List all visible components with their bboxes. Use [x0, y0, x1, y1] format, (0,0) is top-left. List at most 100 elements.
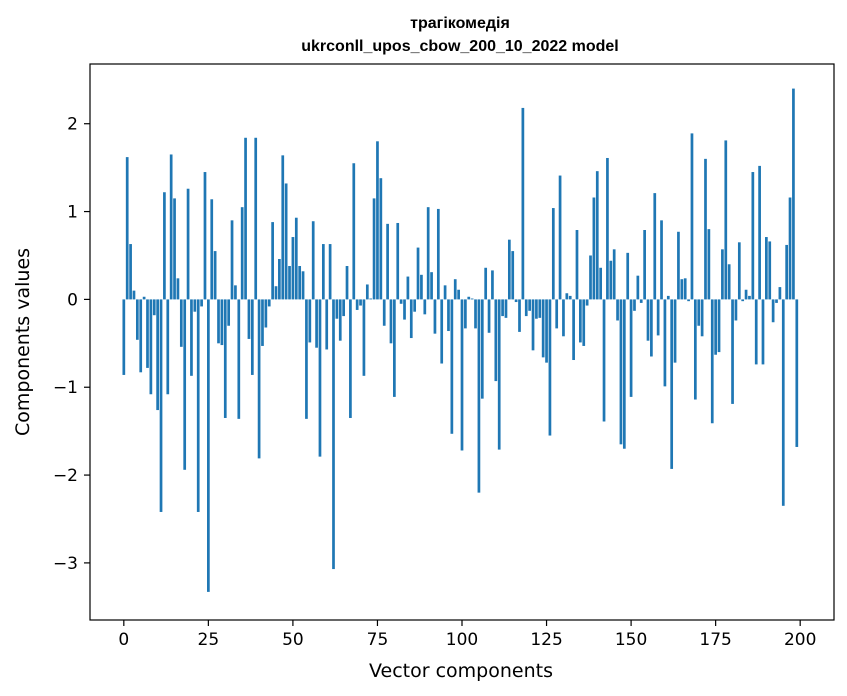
- bar: [666, 295, 670, 300]
- bar: [629, 299, 633, 397]
- bar: [565, 293, 569, 300]
- bar: [183, 299, 187, 470]
- bar: [467, 296, 471, 300]
- bar: [785, 244, 789, 300]
- bar: [693, 299, 697, 400]
- bar: [196, 299, 200, 512]
- bar: [281, 155, 285, 300]
- bar: [660, 220, 663, 300]
- bar: [609, 260, 613, 300]
- bar: [305, 299, 308, 419]
- bar: [474, 299, 477, 329]
- bar: [186, 188, 190, 300]
- bar: [599, 267, 603, 300]
- bar: [308, 299, 312, 343]
- bar: [399, 299, 403, 304]
- bar: [754, 299, 758, 365]
- bar: [254, 137, 258, 300]
- bar: [602, 299, 606, 422]
- bar: [413, 299, 417, 312]
- bar: [423, 299, 427, 315]
- bar: [369, 298, 373, 300]
- bar: [190, 299, 193, 376]
- bar: [125, 157, 129, 300]
- bar: [470, 298, 474, 300]
- bar: [494, 299, 498, 382]
- bar: [524, 299, 528, 317]
- bar: [250, 299, 254, 375]
- bar: [579, 299, 582, 343]
- bar: [338, 299, 342, 341]
- y-tick-label: −3: [53, 554, 78, 574]
- bar: [514, 299, 518, 303]
- bar: [220, 299, 224, 346]
- bar: [247, 299, 251, 339]
- bar: [606, 157, 609, 300]
- bar: [653, 193, 657, 300]
- bar: [717, 299, 721, 353]
- bar: [159, 299, 163, 512]
- bar: [585, 299, 589, 306]
- bar: [721, 249, 724, 300]
- bar: [619, 299, 623, 445]
- y-tick-label: 1: [67, 203, 78, 223]
- bar: [727, 264, 731, 300]
- bar: [345, 266, 349, 300]
- bar: [700, 299, 704, 337]
- bar: [781, 299, 785, 506]
- bar: [321, 244, 325, 300]
- bar: [788, 197, 792, 300]
- bar: [663, 299, 667, 387]
- bar: [193, 299, 197, 312]
- bar: [792, 88, 795, 300]
- bar: [440, 299, 444, 364]
- bar: [349, 299, 352, 418]
- bar: [240, 207, 244, 300]
- x-tick-label: 100: [446, 630, 478, 650]
- bar: [284, 183, 288, 300]
- bar: [264, 299, 268, 328]
- bar: [163, 192, 166, 300]
- bar: [751, 172, 755, 300]
- bar: [484, 267, 488, 300]
- bar: [646, 299, 650, 341]
- bar: [420, 274, 423, 300]
- bar: [535, 299, 538, 319]
- bar: [595, 171, 599, 300]
- bar: [217, 299, 220, 344]
- bar: [223, 299, 227, 418]
- x-tick-label: 0: [118, 630, 129, 650]
- bar: [778, 287, 782, 300]
- bar: [359, 299, 362, 306]
- bar: [670, 299, 674, 469]
- bar: [558, 175, 562, 300]
- bar: [616, 299, 619, 321]
- bar: [332, 299, 335, 570]
- bar: [149, 299, 153, 395]
- bar: [460, 299, 464, 451]
- bar: [731, 299, 734, 404]
- bar: [575, 230, 579, 300]
- chart-subtitle: ukrconll_upos_cbow_200_10_2022 model: [301, 38, 618, 55]
- bar: [714, 299, 717, 355]
- bar: [528, 299, 531, 311]
- bars-group: [122, 88, 799, 592]
- bar: [291, 237, 295, 300]
- bar: [173, 198, 176, 300]
- bar: [589, 255, 592, 300]
- bar: [704, 158, 707, 300]
- bar: [656, 299, 660, 336]
- bar: [683, 278, 687, 300]
- bar: [169, 154, 173, 300]
- bar: [335, 299, 339, 319]
- bar: [724, 140, 728, 300]
- bar: [156, 299, 159, 411]
- bar: [521, 107, 525, 300]
- bar: [568, 295, 572, 300]
- bar: [477, 299, 481, 493]
- bar: [531, 299, 535, 351]
- bar: [639, 299, 643, 303]
- bar: [325, 299, 329, 350]
- bar: [274, 286, 278, 300]
- bar: [342, 299, 345, 317]
